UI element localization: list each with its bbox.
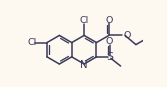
Text: Cl: Cl xyxy=(27,38,36,47)
Text: N: N xyxy=(80,60,88,70)
Text: Cl: Cl xyxy=(79,16,89,25)
Text: O: O xyxy=(123,31,131,40)
Text: O: O xyxy=(105,16,113,25)
Text: S: S xyxy=(106,52,113,62)
Text: O: O xyxy=(106,37,113,46)
